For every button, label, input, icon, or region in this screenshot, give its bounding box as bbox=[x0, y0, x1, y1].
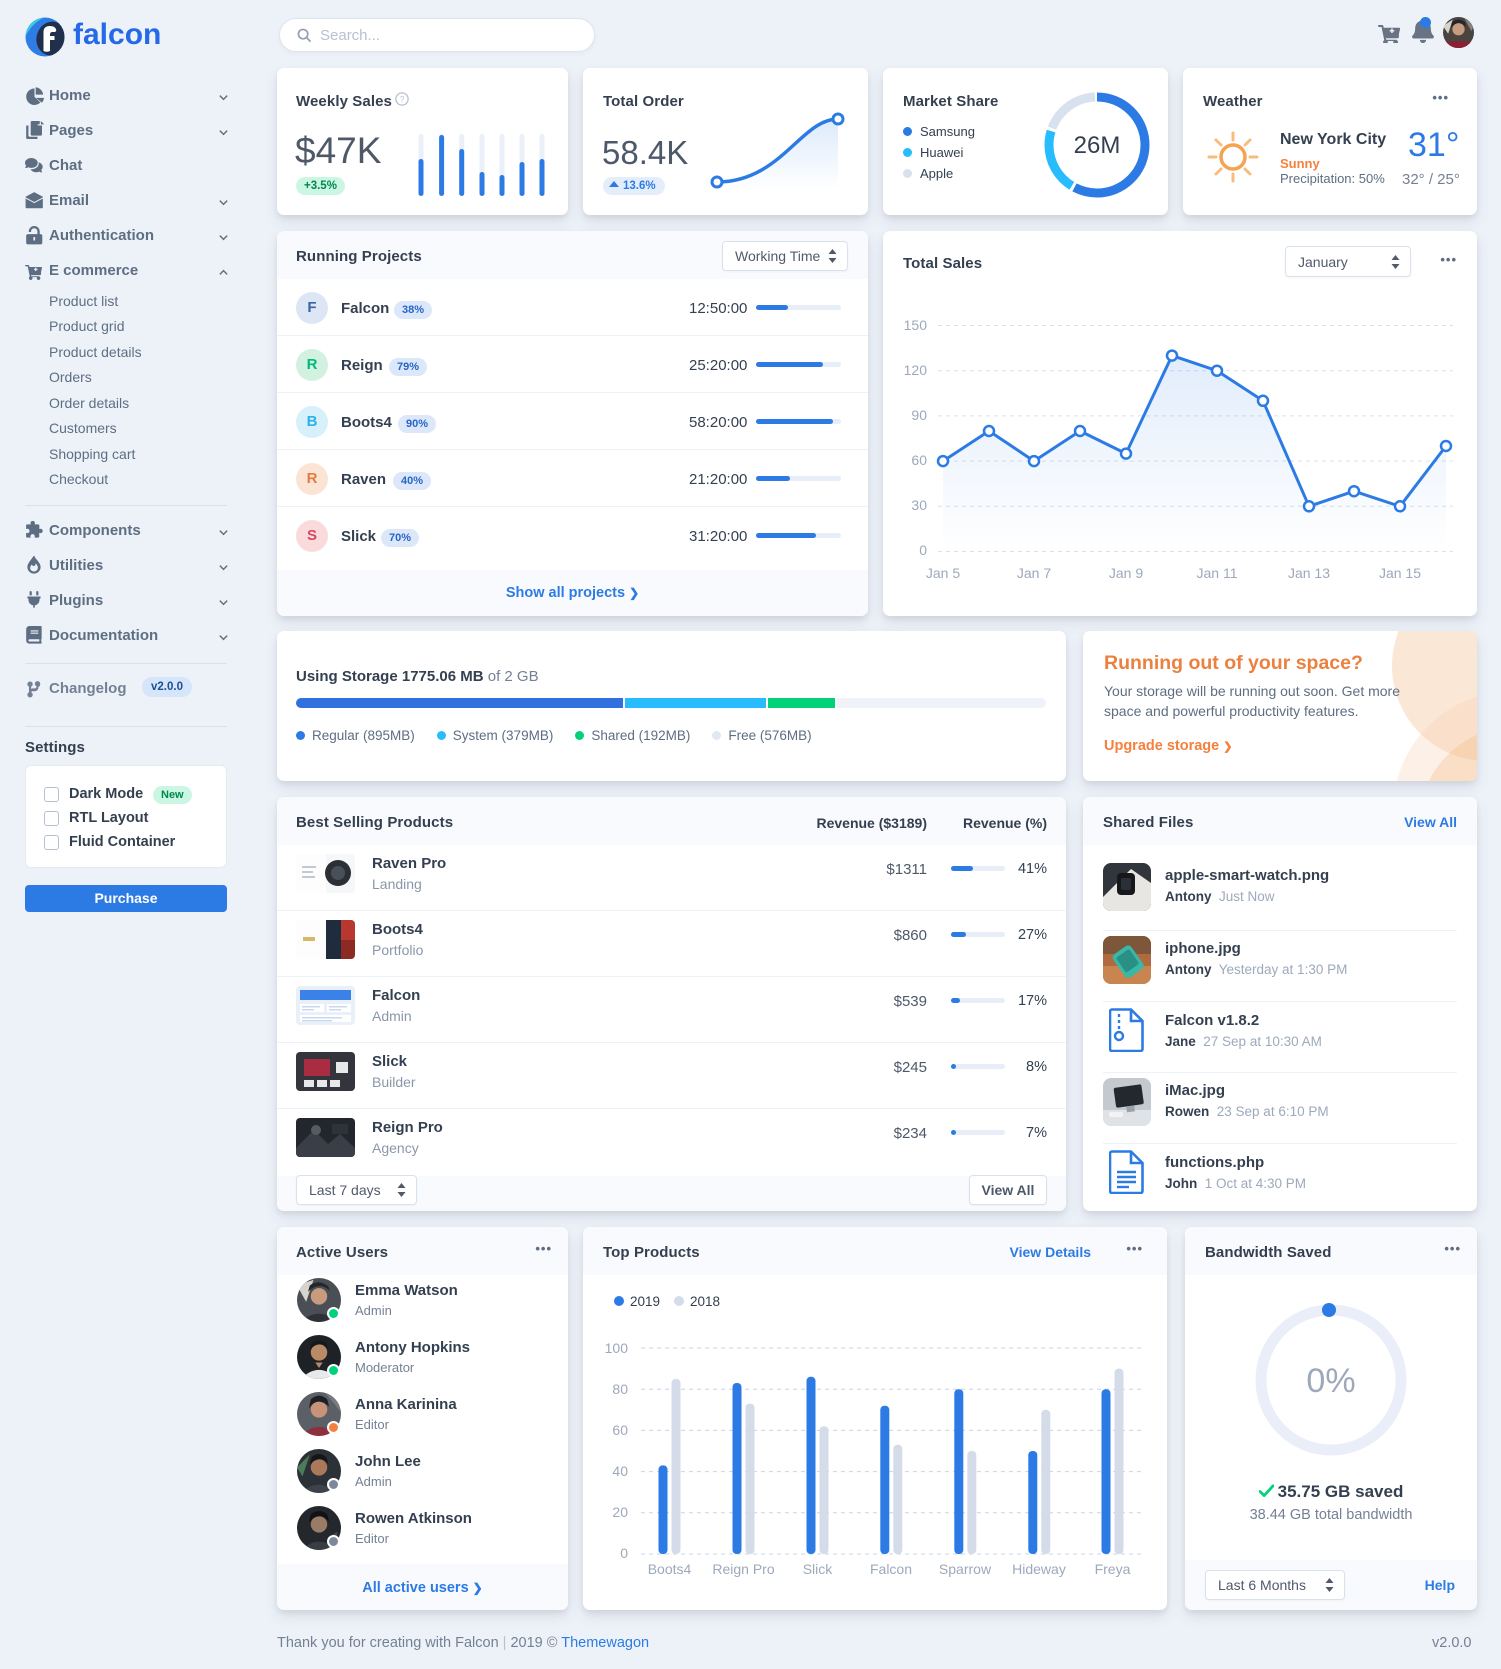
svg-text:Jan 11: Jan 11 bbox=[1197, 565, 1238, 581]
svg-text:Freya: Freya bbox=[1095, 1561, 1131, 1577]
svg-text:Reign Pro: Reign Pro bbox=[712, 1561, 774, 1577]
svg-text:100: 100 bbox=[605, 1340, 629, 1356]
svg-text:Jan 13: Jan 13 bbox=[1288, 565, 1330, 581]
svg-text:0: 0 bbox=[620, 1545, 628, 1561]
svg-text:Jan 7: Jan 7 bbox=[1017, 565, 1051, 581]
svg-text:0%: 0% bbox=[1306, 1362, 1355, 1400]
svg-text:Hideway: Hideway bbox=[1012, 1561, 1066, 1577]
svg-text:2018: 2018 bbox=[690, 1294, 720, 1309]
svg-text:80: 80 bbox=[612, 1381, 628, 1397]
svg-text:40: 40 bbox=[612, 1463, 628, 1479]
svg-text:0: 0 bbox=[919, 542, 927, 558]
svg-text:?: ? bbox=[400, 95, 405, 104]
svg-text:2019: 2019 bbox=[630, 1294, 660, 1309]
svg-text:Slick: Slick bbox=[803, 1561, 834, 1577]
svg-text:120: 120 bbox=[904, 362, 928, 378]
svg-text:Jan 9: Jan 9 bbox=[1109, 565, 1143, 581]
svg-text:20: 20 bbox=[612, 1504, 628, 1520]
svg-text:60: 60 bbox=[612, 1422, 628, 1438]
svg-text:Falcon: Falcon bbox=[870, 1561, 912, 1577]
svg-text:Sparrow: Sparrow bbox=[939, 1561, 992, 1577]
svg-text:Jan 5: Jan 5 bbox=[926, 565, 960, 581]
svg-text:30: 30 bbox=[911, 497, 927, 513]
svg-text:Jan 15: Jan 15 bbox=[1379, 565, 1421, 581]
svg-text:60: 60 bbox=[911, 452, 927, 468]
svg-text:150: 150 bbox=[904, 317, 928, 333]
svg-text:26M: 26M bbox=[1074, 132, 1121, 159]
svg-text:90: 90 bbox=[911, 407, 927, 423]
svg-text:Boots4: Boots4 bbox=[648, 1561, 692, 1577]
